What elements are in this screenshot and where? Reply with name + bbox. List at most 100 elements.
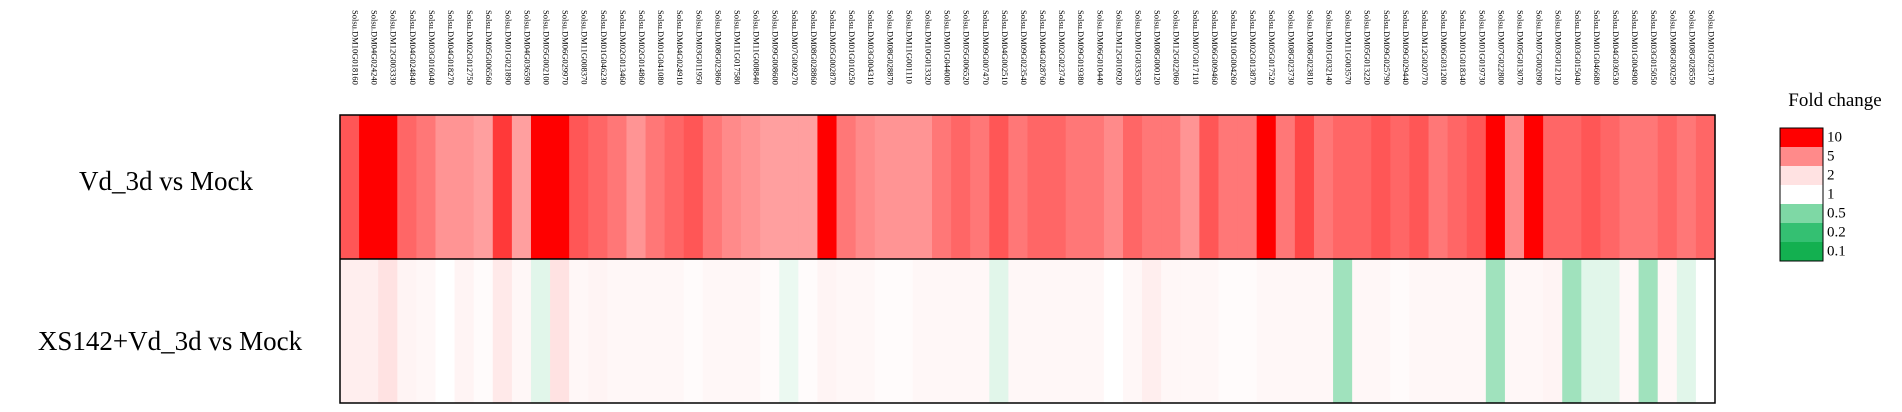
heatmap-cell [607,115,628,259]
column-label: Solsu.DM03G011950 [694,10,704,85]
heatmap-cell [588,115,608,259]
heatmap-cell [1218,115,1239,259]
color-legend: Fold change 10 5 2 1 0.5 0.2 0.1 [1779,90,1882,262]
heatmap-cell [473,259,494,403]
heatmap-cell [397,259,417,403]
heatmap-cell [1027,115,1048,259]
column-label: Solsu.DM01G019730 [1477,10,1487,85]
heatmap-cell [1237,259,1258,403]
column-label: Solsu.DM03G004310 [866,10,876,85]
heatmap-cell [1676,259,1697,403]
heatmap-cell [359,259,379,403]
heatmap-cell [1562,115,1582,259]
legend-swatch [1780,223,1823,242]
heatmap-cell [1504,115,1525,259]
legend-title: Fold change [1788,90,1881,111]
heatmap-cell [1371,259,1391,403]
column-label: Solsu.DM08G028860 [809,10,819,85]
column-label: Solsu.DM08G023730 [1286,10,1296,85]
column-label: Solsu.DM08G028870 [885,10,895,85]
column-label: Solsu.DM04G002510 [1000,10,1010,85]
heatmap-cell [1543,259,1563,403]
legend-swatch [1780,204,1823,223]
column-label: Solsu.DM07G009270 [790,10,800,85]
heatmap-cell [1619,115,1640,259]
heatmap-cell [588,259,608,403]
heatmap-cell [340,115,360,259]
heatmap-cell [550,259,570,403]
column-label: Solsu.DM07G022800 [1496,10,1506,85]
column-label: Solsu.DM01G010250 [847,10,857,85]
heatmap-cell [569,259,589,403]
column-label: Solsu.DM04G024840 [408,10,418,85]
heatmap-cell [1524,259,1544,403]
heatmap-cell [817,259,838,403]
legend-swatch [1780,147,1823,166]
heatmap-cell [1180,259,1200,403]
heatmap-cell [1275,259,1296,403]
heatmap-cell [1695,259,1716,403]
heatmap-cell [378,259,398,403]
heatmap-cell [1447,259,1468,403]
column-label: Solsu.DM07G017110 [1191,10,1201,85]
column-label: Solsu.DM05G013220 [1363,10,1373,85]
column-label: Solsu.DM12G020770 [1420,10,1430,85]
column-label: Solsu.DM05G017520 [1267,10,1277,85]
row-label-xs142-vd3d: XS142+Vd_3d vs Mock [38,326,303,356]
heatmap-cell [721,259,742,403]
heatmap-cell [1485,259,1506,403]
heatmap-cell [1581,115,1602,259]
heatmap-cell [1371,115,1391,259]
legend-tick-label: 0.2 [1827,225,1846,241]
heatmap-cell [1543,115,1563,259]
heatmap-cell [511,115,532,259]
heatmap-cell [1447,115,1468,259]
heatmap-cell [1122,259,1143,403]
heatmap-cell [741,259,761,403]
legend-ticks: 10 5 2 1 0.5 0.2 0.1 [1827,130,1846,260]
heatmap-cell [912,115,933,259]
heatmap-cell [874,259,895,403]
heatmap-cell [645,115,666,259]
heatmap-cell [702,259,723,403]
heatmap-cell [1600,259,1621,403]
column-label: Solsu.DM11G001110 [904,10,914,84]
column-label: Solsu.DM10G004260 [1229,10,1239,85]
heatmap-cell [1313,115,1334,259]
heatmap-cell [1676,115,1697,259]
legend-swatches [1779,127,1824,262]
heatmap-cell [1485,115,1506,259]
heatmap-cell [855,259,876,403]
heatmap-cell [1142,259,1162,403]
heatmap-cell [970,115,990,259]
heatmap-cell [1409,259,1430,403]
heatmap-cell [1275,115,1296,259]
column-label: Solsu.DM08G000120 [1153,10,1163,85]
heatmap-cell [511,259,532,403]
heatmap-cell [1084,115,1105,259]
column-label: Solsu.DM06G010440 [1095,10,1105,85]
heatmap-cell [1657,115,1678,259]
heatmap-cell [760,115,780,259]
heatmap-cell [1352,259,1372,403]
column-label: Solsu.DM06G009460 [1210,10,1220,85]
column-label: Solsu.DM01G046680 [1592,10,1602,85]
heatmap-cell [1065,259,1086,403]
heatmap-cell [1103,259,1124,403]
heatmap-cell [836,259,857,403]
column-label: Solsu.DM01G033530 [1134,10,1144,85]
column-label: Solsu.DM03G015050 [1649,10,1659,85]
row-label-vd3d: Vd_3d vs Mock [79,166,253,196]
heatmap-cell [1428,259,1449,403]
column-label: Solsu.DM08G030250 [1668,10,1678,85]
heatmap-cell [1008,259,1029,403]
column-label: Solsu.DM02G013870 [1248,10,1258,85]
heatmap-cell [550,115,570,259]
column-label: Solsu.DM01G046230 [599,10,609,85]
heatmap-cell [340,259,360,403]
heatmap-cell [359,115,379,259]
heatmap-cell [683,259,704,403]
heatmap-cell [1466,115,1487,259]
heatmap-cell [970,259,990,403]
heatmap-cell [1256,115,1277,259]
